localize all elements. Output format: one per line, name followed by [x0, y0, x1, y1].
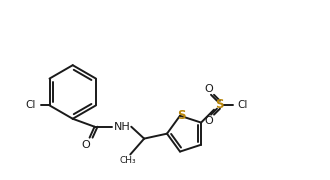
Text: O: O: [81, 140, 90, 150]
Text: Cl: Cl: [25, 100, 36, 110]
Text: CH₃: CH₃: [120, 156, 137, 165]
Text: Cl: Cl: [238, 100, 248, 110]
Text: NH: NH: [114, 122, 131, 132]
Text: S: S: [177, 109, 185, 122]
Text: S: S: [215, 98, 223, 111]
Text: O: O: [205, 84, 214, 94]
Text: O: O: [205, 116, 214, 126]
